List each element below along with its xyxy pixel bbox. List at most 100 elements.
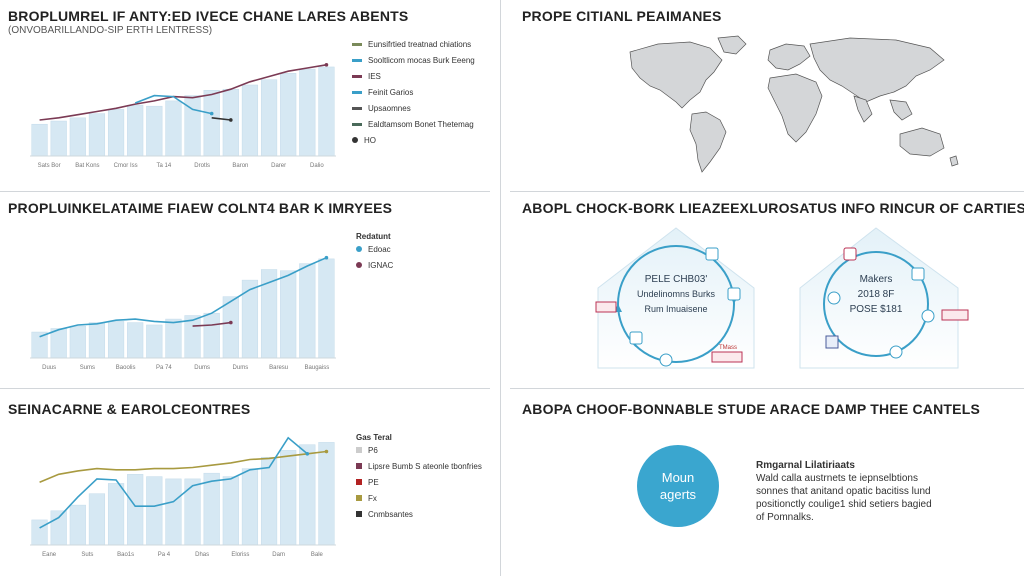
chart-1: Sats Bor Bat Kons Cmor Iss Ta 14 Drotls Baron… bbox=[30, 63, 336, 169]
legend-label: Upsaomnes bbox=[368, 103, 411, 113]
bar bbox=[146, 476, 163, 546]
note-line-1: Wald calla austrnets te iepnselbtions bbox=[756, 473, 918, 484]
bar bbox=[50, 120, 67, 157]
legend-label: Fx bbox=[368, 493, 377, 503]
note-line-3: positionctly coulige1 shid setiers bagie… bbox=[756, 499, 932, 510]
cycle-left-line2: Undelinomns Burks bbox=[636, 289, 716, 299]
bar bbox=[203, 472, 220, 546]
series-line-2 bbox=[134, 94, 212, 115]
cycle-left-line3: Rum Imuaisene bbox=[644, 304, 708, 314]
bar bbox=[184, 315, 201, 359]
bar bbox=[241, 279, 259, 359]
chart-2: Duus Sums Baoolis Pa 74 Dums Dums Baresu Baugai… bbox=[30, 255, 336, 371]
panel-top-left: BROPLUMREL IF ANTY:ED IVECE CHANE LARES … bbox=[0, 0, 500, 190]
cycle-right-line3: POSE $181 bbox=[849, 304, 903, 315]
cycle-left-line1: PELE CHB03' bbox=[644, 274, 708, 285]
legend-item-1: Eunsifrtied treatnad chiations bbox=[352, 36, 475, 52]
bar bbox=[69, 325, 86, 359]
x-tick-label: Eane bbox=[42, 552, 57, 558]
series-line-3 bbox=[211, 117, 231, 121]
cycle-right-line2: 2018 8F bbox=[857, 289, 895, 300]
legend-label: Sooltlicom mocas Burk Eeeng bbox=[368, 55, 475, 65]
x-tick-label: Dums bbox=[194, 365, 210, 371]
legend-label: Feinit Garios bbox=[368, 87, 414, 97]
bar bbox=[127, 474, 144, 546]
series-point bbox=[324, 255, 329, 260]
bar bbox=[203, 312, 220, 359]
legend-label: Lipsre Bumb S ateonle tbonfries bbox=[368, 461, 482, 471]
bar bbox=[107, 483, 125, 546]
bar bbox=[299, 444, 316, 546]
bar bbox=[260, 79, 278, 157]
series-line-2 bbox=[192, 321, 231, 327]
bar bbox=[318, 66, 335, 157]
legend-label: Eunsifrtied treatnad chiations bbox=[368, 39, 472, 49]
legend-item-5: Cnmbsantes bbox=[356, 506, 482, 522]
badge-circle: Moun agerts bbox=[637, 445, 719, 527]
legend-swatch bbox=[356, 463, 362, 469]
x-tick-label: Bao1s bbox=[117, 552, 134, 558]
bar bbox=[50, 328, 67, 359]
divider-h3 bbox=[510, 191, 1024, 192]
panel-middle-left: PROPLUINKELATAIME FIAEW COLNT4 BAR K IMR… bbox=[0, 192, 500, 388]
bar bbox=[280, 450, 297, 546]
panel-middle-right: ABOPL CHOCK-BORK LIEAZEEXLUROSATUS INFO … bbox=[510, 192, 1024, 388]
bar bbox=[184, 478, 201, 546]
legend-item-7: HO bbox=[352, 132, 475, 148]
legend-heading: Gas Teral bbox=[356, 433, 392, 442]
bar bbox=[299, 68, 316, 157]
legend-3: Gas Teral P6 Lipsre Bumb S ateonle tbonfri… bbox=[356, 433, 482, 522]
bar bbox=[222, 476, 239, 546]
x-tick-label: Drotls bbox=[194, 163, 210, 169]
bar bbox=[50, 510, 67, 546]
bar bbox=[222, 296, 239, 359]
note-line-4: of Pomnalks. bbox=[756, 512, 814, 523]
panel-bottom-right: ABOPA CHOOF-BONNABLE STUDE ARACE DAMP TH… bbox=[510, 389, 1024, 576]
legend-item-2: IGNAC bbox=[356, 257, 393, 273]
x-tick-label: Duus bbox=[42, 365, 56, 371]
x-tick-label: Ta 14 bbox=[157, 163, 172, 169]
legend-swatch bbox=[352, 90, 362, 94]
bar bbox=[88, 113, 106, 157]
panel-title: SEINACARNE & EAROLCEONTRES bbox=[8, 401, 251, 417]
bar bbox=[31, 519, 48, 546]
series-point bbox=[229, 320, 233, 325]
note-line-2: sonnes that anitand opatic bacitiss lund bbox=[756, 486, 931, 497]
bar bbox=[88, 322, 106, 359]
legend-swatch bbox=[356, 479, 362, 485]
legend-label: IES bbox=[368, 71, 381, 81]
x-tick-label: Bale bbox=[311, 552, 324, 558]
legend-swatch bbox=[352, 122, 362, 126]
x-tick-label: Eloriss bbox=[231, 552, 249, 558]
x-tick-label: Baresu bbox=[269, 365, 288, 371]
x-tick-label: Dums bbox=[233, 365, 249, 371]
divider-h2 bbox=[0, 388, 490, 389]
bar bbox=[280, 270, 297, 359]
panel-bottom-left: SEINACARNE & EAROLCEONTRES Eane Suts Bao1s… bbox=[0, 389, 500, 576]
legend-swatch bbox=[352, 42, 362, 46]
legend-swatch bbox=[356, 447, 362, 453]
legend-heading: Redatunt bbox=[356, 232, 391, 241]
x-tick-label: Pa 4 bbox=[158, 552, 171, 558]
bar bbox=[318, 442, 335, 546]
bar bbox=[260, 456, 278, 546]
x-tick-label: Sums bbox=[80, 365, 95, 371]
legend-2: Redatunt Edoac IGNAC bbox=[356, 232, 393, 273]
x-tick-label: Baoolis bbox=[116, 365, 136, 371]
legend-label: IGNAC bbox=[368, 260, 394, 270]
legend-label: Cnmbsantes bbox=[368, 509, 413, 519]
series-line-2 bbox=[39, 436, 308, 529]
bar bbox=[241, 468, 259, 546]
legend-swatch bbox=[352, 106, 362, 110]
series-point bbox=[305, 452, 310, 456]
bar bbox=[31, 331, 48, 359]
panel-title: PROPLUINKELATAIME FIAEW COLNT4 BAR K IMR… bbox=[8, 200, 393, 216]
legend-label: P6 bbox=[368, 445, 378, 455]
legend-swatch bbox=[356, 246, 362, 252]
x-tick-label: Dam bbox=[272, 552, 285, 558]
legend-label: Edoac bbox=[368, 244, 391, 254]
x-tick-label: Pa 74 bbox=[156, 365, 172, 371]
legend-item-5: Upsaomnes bbox=[352, 100, 475, 116]
note-heading: Rmgarnal Lilatiriaats bbox=[756, 460, 855, 471]
cycle-left-tag: TMass bbox=[719, 345, 737, 351]
